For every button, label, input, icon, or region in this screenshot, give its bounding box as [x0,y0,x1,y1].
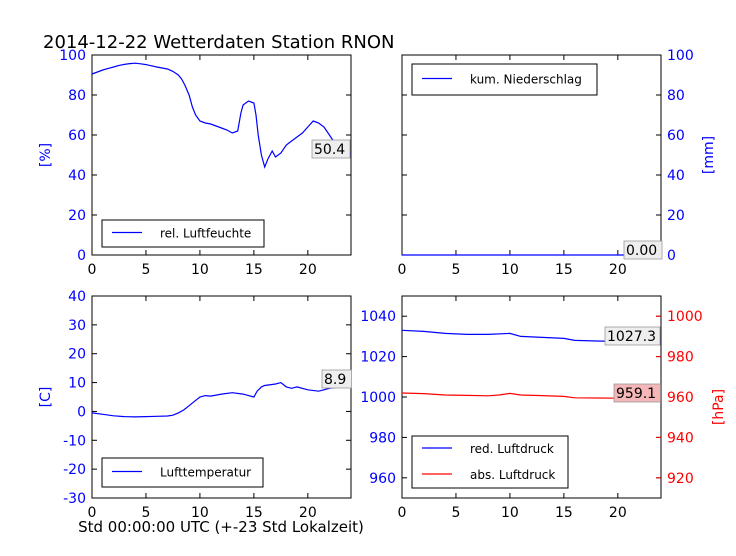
legend-box [411,63,598,96]
y-tick-label: 20 [68,347,86,363]
legend-box [411,435,569,489]
value-annotation: 50.4 [314,142,345,158]
legend-label: rel. Luftfeuchte [160,227,251,241]
legend-label: red. Luftdruck [470,442,554,456]
value-annotation: 8.9 [324,372,346,388]
y-tick-label: 0 [77,248,86,264]
series-line-humidity-0 [91,62,352,169]
x-tick-label: 0 [88,505,97,521]
y-tick-label: 1020 [360,350,396,366]
y-axis-label: [%] [38,143,54,167]
legend: kum. Niederschlag [411,63,598,96]
y-tick-label: 100 [667,48,694,64]
value-annotation-bg [311,139,351,159]
value-annotation-red-pressure-bg [604,326,661,346]
x-tick-label: 5 [141,262,150,278]
y2-tick-label: 980 [667,350,694,366]
y-tick-label: 20 [667,208,685,224]
x-tick-label: 0 [398,505,407,521]
x-tick-label: 15 [555,262,573,278]
y-tick-label: 30 [68,318,86,334]
x-tick-label: 5 [141,505,150,521]
x-tick-label: 15 [555,505,573,521]
x-axis-label: Std 00:00:00 UTC (+-23 Std Lokalzeit) [78,518,364,536]
y-tick-label: 40 [68,168,86,184]
y-tick-label: 40 [667,168,685,184]
y-tick-label: 40 [68,289,86,305]
y-tick-label: 960 [369,471,396,487]
legend-label: kum. Niederschlag [470,73,582,87]
y-tick-label: 20 [68,208,86,224]
y-tick-label: 60 [68,128,86,144]
x-tick-label: 15 [245,262,263,278]
y-tick-label: -10 [63,433,86,449]
x-tick-label: 10 [191,505,209,521]
y-tick-label: 0 [77,404,86,420]
y-tick-label: 980 [369,430,396,446]
value-annotation-abs-pressure: 959.1 [616,386,656,402]
y-tick-label: 60 [667,128,685,144]
y2-tick-label: 940 [667,430,694,446]
legend: Lufttemperatur [101,457,264,488]
y2-axis-label: [hPa] [711,389,727,425]
y-axis-label: [mm] [701,136,717,174]
panel-precipitation: 0 5 10 15 20 0 20 40 60 80 100 [mm] kum. Niederschla… [398,48,717,278]
value-annotation-bg [321,369,352,389]
y-tick-label: 80 [667,88,685,104]
x-tick-label: 10 [501,505,519,521]
x-tick-label: 10 [501,262,519,278]
x-tick-label: 0 [88,262,97,278]
chart-title: 2014-12-22 Wetterdaten Station RNON [43,32,394,53]
y-tick-label: 0 [667,248,676,264]
panel-pressure: 0 5 10 15 20 960 980 1000 1020 1040 920 940 960 980 10… [360,295,727,521]
series-line-pressure-1 [401,392,662,400]
plot-frame [91,54,352,256]
x-tick-label: 5 [451,262,460,278]
panel-humidity: 0 5 10 15 20 0 20 40 60 80 100 [%] rel. Luftfeuchte 5… [38,48,352,278]
y-tick-label: 10 [68,376,86,392]
legend-label: abs. Luftdruck [470,468,555,482]
legend-label: Lufttemperatur [160,466,251,480]
y-tick-label: 1040 [360,309,396,325]
legend: rel. Luftfeuchte [101,219,265,248]
value-annotation-red-pressure: 1027.3 [607,329,656,345]
series-line-temperature-0 [91,381,352,418]
plot-frame [91,295,352,499]
y-tick-label: 1000 [360,390,396,406]
legend-box [101,457,264,488]
legend-box [101,219,265,248]
legend: red. Luftdruck abs. Luftdruck [411,435,569,489]
x-tick-label: 10 [191,262,209,278]
y2-tick-label: 920 [667,471,694,487]
value-annotation: 0.00 [626,243,657,259]
y2-tick-label: 1000 [667,309,703,325]
value-annotation-abs-pressure-bg [613,383,661,403]
y-axis-label: [C] [38,387,54,408]
x-tick-label: 20 [609,262,627,278]
y-tick-label: -30 [63,491,86,507]
y2-tick-label: 960 [667,390,694,406]
y-tick-label: 100 [59,48,86,64]
value-annotation-bg [623,240,663,260]
x-tick-label: 20 [609,505,627,521]
panel-temperature: 0 5 10 15 20 -30 -20 -10 0 10 20 30 40 [C] Lufttempera… [38,289,352,521]
x-tick-label: 20 [299,262,317,278]
y-tick-label: 80 [68,88,86,104]
x-tick-label: 0 [398,262,407,278]
y-tick-label: -20 [63,462,86,478]
x-tick-label: 20 [299,505,317,521]
x-tick-label: 5 [451,505,460,521]
x-tick-label: 15 [245,505,263,521]
